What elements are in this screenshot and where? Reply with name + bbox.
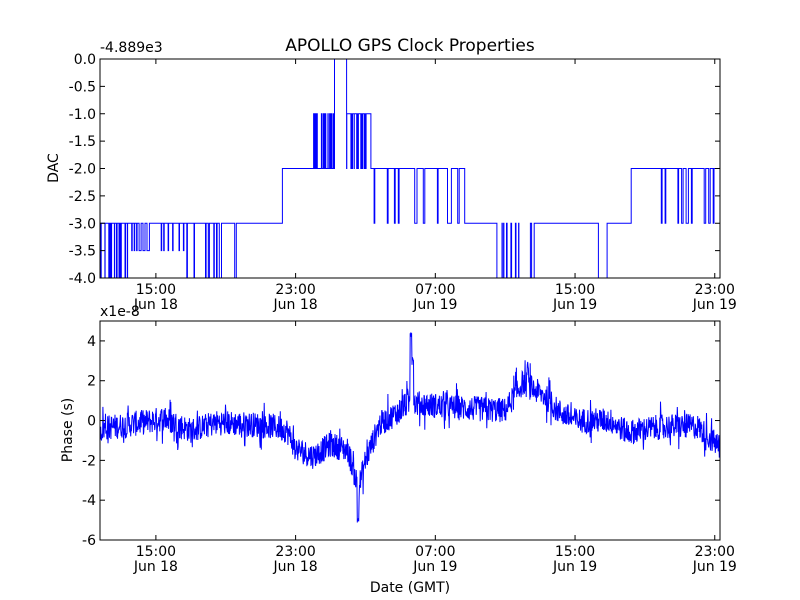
phase-ytick-label: -2 xyxy=(82,453,96,469)
dac-y-axis-label: DAC xyxy=(46,153,62,183)
dac-xtick-time: 23:00 xyxy=(275,282,315,298)
phase-xtick-time: 15:00 xyxy=(136,544,176,560)
dac-xtick-date: Jun 18 xyxy=(273,297,318,313)
phase-series-line xyxy=(100,332,720,523)
dac-xtick-time: 07:00 xyxy=(415,282,455,298)
dac-ytick-label: -2.5 xyxy=(69,189,96,205)
phase-xtick-time: 23:00 xyxy=(695,544,735,560)
dac-xtick-date: Jun 19 xyxy=(552,297,597,313)
dac-xtick-date: Jun 19 xyxy=(692,297,737,313)
phase-xtick-date: Jun 18 xyxy=(273,559,318,575)
dac-ytick-label: -4.0 xyxy=(69,271,96,287)
phase-xtick-time: 23:00 xyxy=(275,544,315,560)
phase-xtick-date: Jun 19 xyxy=(552,559,597,575)
dac-ytick-label: -3.0 xyxy=(69,216,96,232)
dac-offset-label: -4.889e3 xyxy=(100,40,163,56)
phase-offset-label: x1e-8 xyxy=(100,304,140,320)
x-axis-label: Date (GMT) xyxy=(370,580,450,596)
phase-xtick-date: Jun 18 xyxy=(133,559,178,575)
dac-xtick-time: 23:00 xyxy=(695,282,735,298)
phase-xtick-time: 15:00 xyxy=(555,544,595,560)
phase-ytick-label: 4 xyxy=(87,334,96,350)
dac-ytick-label: -3.5 xyxy=(69,244,96,260)
dac-plot: -4.889e3 DAC 0.0 -0.5 -1.0 -1.5 -2.0 -2.5 -3.0… xyxy=(46,40,737,313)
chart-title: APOLLO GPS Clock Properties xyxy=(285,36,535,56)
dac-xtick-date: Jun 19 xyxy=(412,297,457,313)
dac-ytick-label: -1.0 xyxy=(69,107,96,123)
phase-xtick-date: Jun 19 xyxy=(692,559,737,575)
phase-y-axis-label: Phase (s) xyxy=(60,398,76,462)
phase-ytick-label: -6 xyxy=(82,533,96,549)
dac-series-line xyxy=(100,59,720,278)
dac-ytick-label: -0.5 xyxy=(69,79,96,95)
dac-ytick-label: -1.5 xyxy=(69,134,96,150)
dac-ytick-label: -2.0 xyxy=(69,162,96,178)
phase-xtick-time: 07:00 xyxy=(415,544,455,560)
dac-xtick-time: 15:00 xyxy=(555,282,595,298)
dac-xtick-time: 15:00 xyxy=(136,282,176,298)
dac-xtick-date: Jun 18 xyxy=(133,297,178,313)
dac-ytick-label: 0.0 xyxy=(74,52,96,68)
phase-ytick-label: 2 xyxy=(87,374,96,390)
phase-axes-frame xyxy=(99,320,721,541)
phase-ytick-label: -4 xyxy=(82,493,96,509)
phase-xtick-date: Jun 19 xyxy=(412,559,457,575)
phase-ytick-label: 0 xyxy=(87,414,96,430)
